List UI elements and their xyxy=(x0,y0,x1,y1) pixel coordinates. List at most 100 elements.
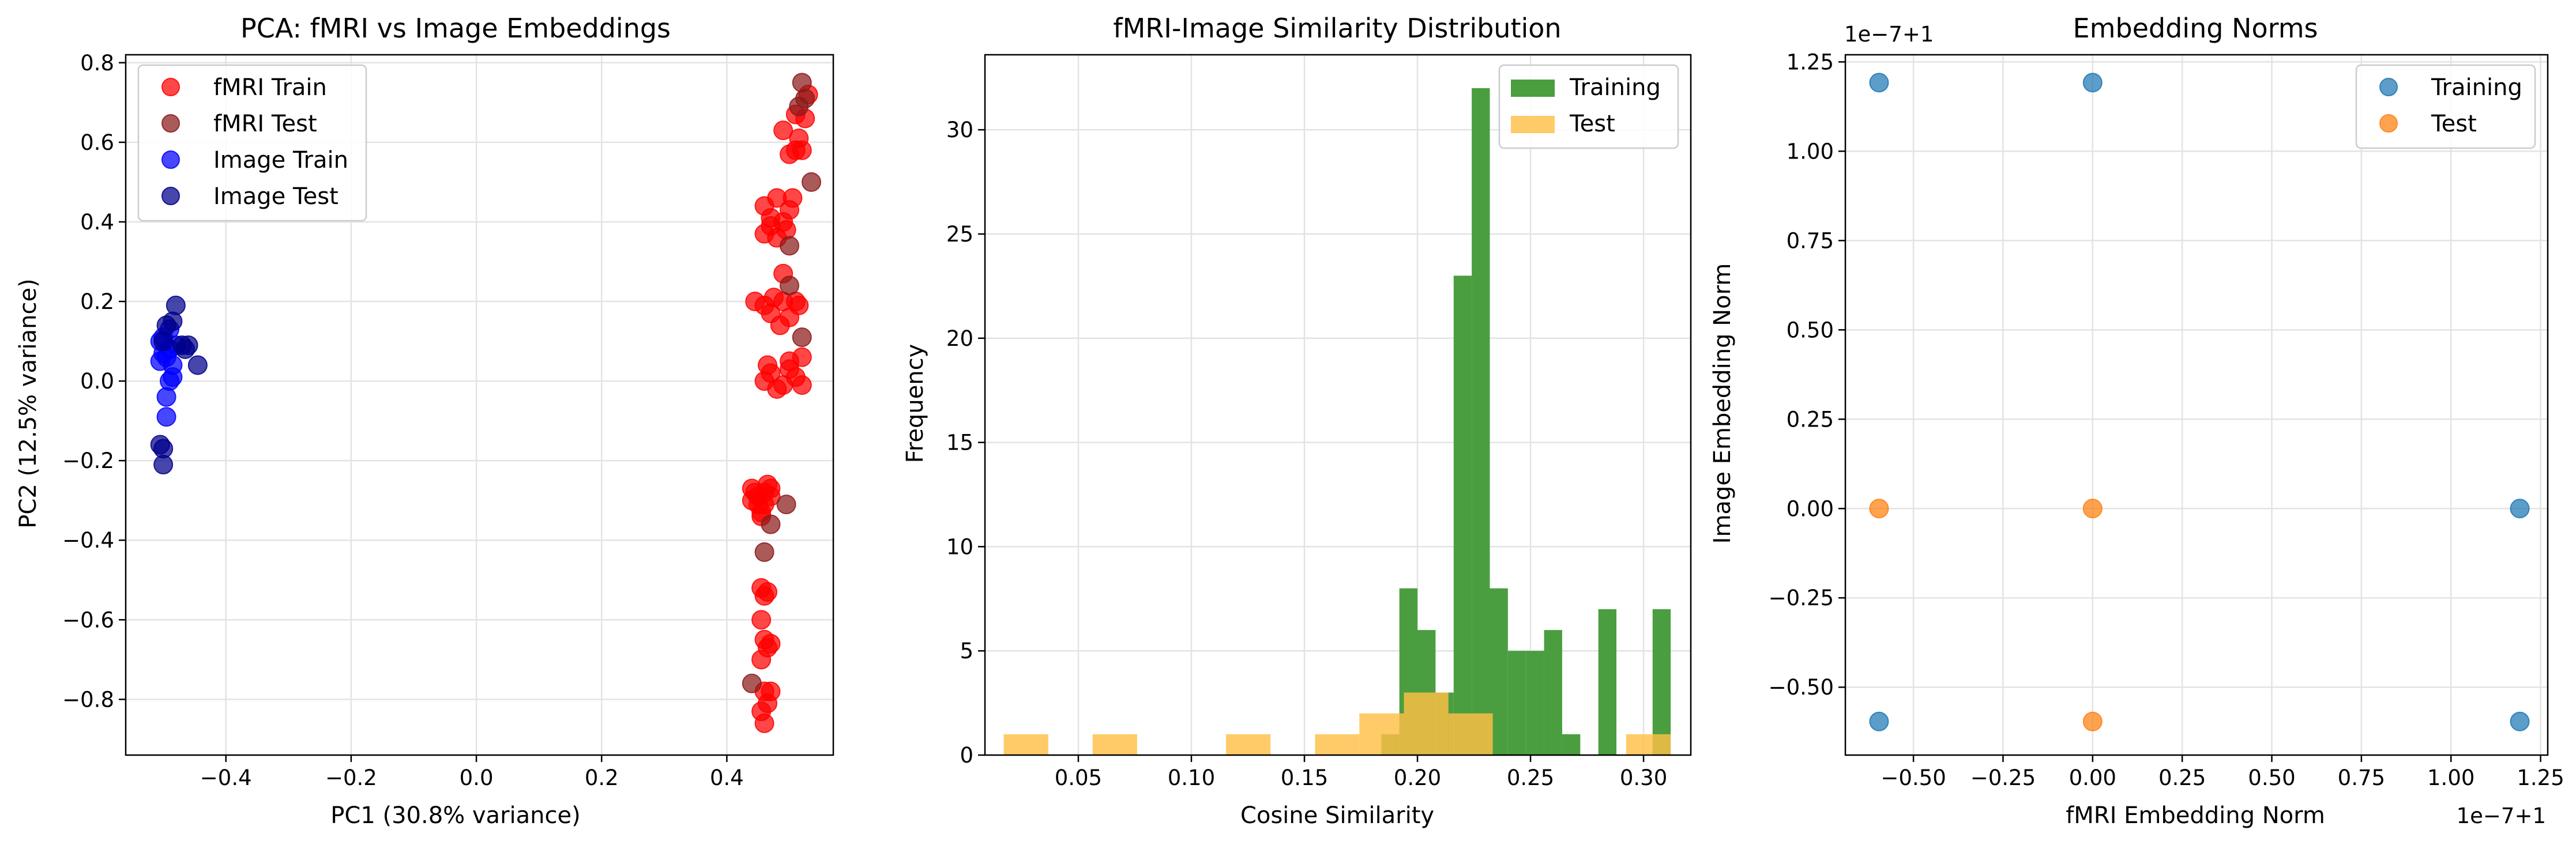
data-point xyxy=(1869,711,1889,731)
x-tick-label: −0.25 xyxy=(1970,765,2036,790)
data-point xyxy=(163,367,183,387)
legend-label: fMRI Train xyxy=(213,74,327,101)
data-point xyxy=(761,514,781,534)
y-tick-label: 1.25 xyxy=(1787,50,1834,74)
y-tick-label: −0.50 xyxy=(1769,675,1834,700)
histogram-bar xyxy=(1453,276,1472,755)
data-point xyxy=(757,693,777,714)
y-tick-label: −0.2 xyxy=(62,448,114,473)
x-tick-label: −0.2 xyxy=(325,765,377,790)
y-tick-label: 0.50 xyxy=(1787,318,1834,342)
histogram-bar xyxy=(1315,734,1360,755)
y-tick-label: 0.75 xyxy=(1787,228,1834,253)
x-tick-label: 0.25 xyxy=(2158,765,2206,790)
x-tick-label: 0.20 xyxy=(1394,765,1441,790)
embedding-norms-panel: Embedding Norms fMRI Embedding Norm Imag… xyxy=(1709,13,2564,829)
legend-marker xyxy=(2379,114,2398,133)
y-tick-label: 0.00 xyxy=(1787,496,1834,521)
data-point xyxy=(792,73,812,93)
y-tick-label: 0.2 xyxy=(80,289,114,314)
y-tick-label: 0 xyxy=(960,743,973,768)
histogram-bar xyxy=(1562,734,1581,755)
data-point xyxy=(789,128,809,148)
y-tick-label: −0.4 xyxy=(62,528,114,553)
x-tick-label: −0.50 xyxy=(1881,765,1946,790)
norms-y-axis-label: Image Embedding Norm xyxy=(1709,263,1736,544)
x-tick-label: 0.05 xyxy=(1055,765,1102,790)
data-point xyxy=(754,542,774,562)
legend-label: fMRI Test xyxy=(213,111,317,137)
data-point xyxy=(754,482,774,503)
data-point xyxy=(761,303,781,323)
data-point xyxy=(742,673,762,693)
y-tick-label: 30 xyxy=(946,118,973,142)
data-point xyxy=(773,120,794,141)
histogram-y-axis-label: Frequency xyxy=(902,344,928,463)
x-tick-label: 0.75 xyxy=(2338,765,2385,790)
x-tick-label: 1.00 xyxy=(2427,765,2475,790)
data-point xyxy=(801,172,821,192)
x-tick-label: 0.10 xyxy=(1168,765,1215,790)
axes-frame xyxy=(984,54,1692,756)
data-point xyxy=(751,650,772,670)
histogram-bar xyxy=(1507,651,1526,755)
data-point xyxy=(1869,73,1889,93)
x-tick-label: 0.2 xyxy=(585,765,619,790)
data-point xyxy=(754,713,774,733)
data-point xyxy=(150,435,170,455)
y-tick-label: −0.6 xyxy=(62,608,114,632)
histogram-bar xyxy=(1544,630,1562,755)
histogram-chart-title: fMRI-Image Similarity Distribution xyxy=(1113,13,1561,44)
legend-marker xyxy=(161,187,180,205)
histogram-x-axis-label: Cosine Similarity xyxy=(1240,802,1434,829)
y-tick-label: 5 xyxy=(960,639,973,663)
norms-x-axis-label: fMRI Embedding Norm xyxy=(2066,802,2325,829)
x-tick-label: 0.4 xyxy=(710,765,744,790)
y-tick-label: 1.00 xyxy=(1787,139,1834,164)
data-point xyxy=(2510,711,2530,731)
y-tick-label: −0.8 xyxy=(62,687,114,712)
legend-label: Test xyxy=(2431,111,2477,137)
data-point xyxy=(776,495,796,515)
histogram-bar xyxy=(1404,692,1449,755)
pca-x-axis-label: PC1 (30.8% variance) xyxy=(330,802,580,829)
x-tick-label: 0.50 xyxy=(2248,765,2295,790)
legend-swatch xyxy=(1511,80,1555,97)
data-point xyxy=(779,359,799,379)
data-point xyxy=(767,188,787,208)
data-point xyxy=(779,276,799,296)
y-tick-label: 20 xyxy=(946,326,973,351)
y-tick-label: 15 xyxy=(946,431,973,455)
data-point xyxy=(166,295,186,315)
data-point xyxy=(2082,499,2103,519)
x-tick-label: 0.0 xyxy=(460,765,494,790)
similarity-histogram-panel: fMRI-Image Similarity Distribution Cosin… xyxy=(902,13,1692,829)
histogram-bar xyxy=(1448,713,1493,755)
data-point xyxy=(156,315,176,335)
histogram-bar xyxy=(1359,713,1404,755)
y-tick-label: −0.25 xyxy=(1769,586,1834,610)
histogram-bar xyxy=(1598,609,1617,755)
data-point xyxy=(757,582,777,602)
data-point xyxy=(789,295,809,315)
norms-chart-title: Embedding Norms xyxy=(2073,13,2318,44)
legend-label: Training xyxy=(2431,74,2522,101)
legend-box xyxy=(2355,64,2536,149)
axes-frame xyxy=(1844,54,2549,756)
histogram-bar xyxy=(1092,734,1137,755)
x-tick-label: 0.15 xyxy=(1281,765,1328,790)
histogram-bar xyxy=(1472,88,1490,755)
data-point xyxy=(153,331,174,352)
legend-label: Test xyxy=(1569,111,1615,137)
data-point xyxy=(792,375,812,395)
y-tick-label: 10 xyxy=(946,534,973,559)
x-tick-label: −0.4 xyxy=(200,765,252,790)
pca-chart-title: PCA: fMRI vs Image Embeddings xyxy=(240,13,671,44)
x-tick-label: 0.00 xyxy=(2069,765,2116,790)
data-point xyxy=(1869,499,1889,519)
histogram-bar xyxy=(1652,609,1671,755)
pca-scatter-panel: PCA: fMRI vs Image Embeddings PC1 (30.8%… xyxy=(15,13,834,829)
x-tick-label: 0.25 xyxy=(1507,765,1554,790)
data-point xyxy=(153,455,174,475)
histogram-bar xyxy=(1003,734,1048,755)
